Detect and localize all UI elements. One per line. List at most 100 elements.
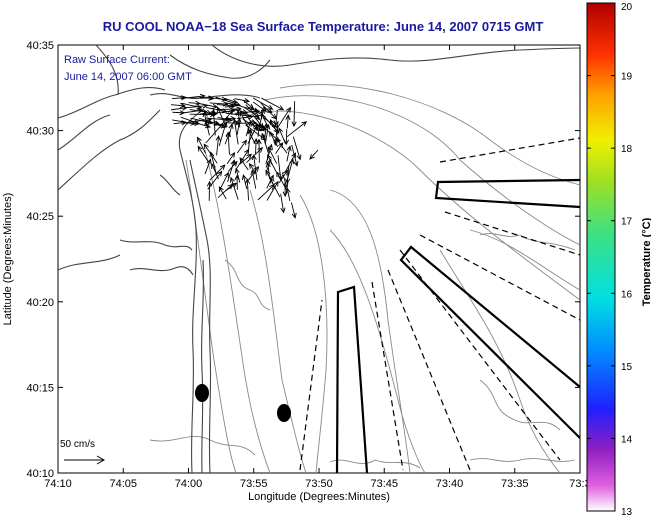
current-vector	[204, 159, 211, 175]
current-vector-head	[234, 174, 240, 181]
current-vector-head	[209, 151, 215, 158]
current-vector-head	[230, 103, 236, 110]
current-vector-head	[269, 174, 274, 181]
current-vector	[236, 140, 247, 154]
current-vector-head	[197, 108, 204, 114]
current-vector-head	[248, 114, 254, 120]
current-vector	[261, 113, 269, 127]
current-vector	[292, 136, 301, 160]
current-vector-head	[236, 117, 242, 124]
current-vector-head	[254, 108, 261, 115]
current-vector	[217, 184, 233, 198]
current-vector-head	[265, 123, 271, 130]
current-vector	[227, 160, 235, 183]
current-vector-head	[230, 116, 237, 122]
current-vector	[248, 166, 259, 181]
current-vector	[199, 96, 214, 100]
current-vector	[269, 131, 279, 147]
current-vector	[286, 115, 289, 129]
current-label: Raw Surface Current:	[64, 54, 170, 66]
current-vector	[224, 97, 237, 103]
x-tick-label: 74:10	[44, 478, 72, 490]
current-vector-head	[267, 143, 273, 150]
current-vector	[253, 122, 267, 130]
y-tick-label: 40:35	[26, 40, 54, 52]
current-vector	[255, 138, 257, 155]
current-vector	[309, 149, 319, 160]
x-axis-ticks	[57, 45, 581, 473]
current-vector	[217, 108, 241, 111]
current-vector	[263, 117, 278, 128]
current-vector	[252, 114, 264, 129]
current-vector	[205, 120, 210, 136]
current-vector	[240, 111, 249, 128]
current-vector	[209, 102, 228, 105]
current-vector	[242, 99, 254, 109]
current-vector-head	[181, 120, 188, 126]
current-vector-head	[218, 186, 224, 193]
current-vector-head	[283, 139, 289, 146]
current-vector-head	[285, 178, 291, 185]
current-vector	[189, 119, 212, 123]
current-vector	[252, 101, 267, 112]
scale-arrow	[64, 455, 106, 465]
current-vector	[235, 149, 249, 171]
current-vector-head	[247, 128, 253, 135]
current-vector-head	[282, 169, 288, 176]
y-tick-label: 40:10	[26, 468, 54, 480]
current-vector-head	[219, 164, 226, 170]
current-vector-head	[179, 102, 186, 109]
current-vector	[226, 152, 235, 165]
current-vector	[217, 117, 231, 121]
current-vector-head	[203, 143, 209, 150]
current-vector-head	[250, 169, 256, 176]
current-vector	[267, 147, 278, 164]
current-vector	[206, 117, 233, 121]
current-vector	[207, 171, 223, 190]
current-vector	[216, 136, 220, 156]
current-vector	[252, 97, 273, 110]
current-vector-head	[225, 131, 231, 138]
y-axis-label: Latitude (Degrees:Minutes)	[2, 193, 14, 326]
current-vector-head	[213, 120, 220, 126]
current-vector	[218, 186, 227, 200]
current-vector	[285, 129, 288, 145]
current-vector-head	[206, 180, 213, 187]
current-vector	[216, 104, 234, 107]
current-vector-head	[269, 119, 275, 126]
current-vector	[180, 116, 199, 124]
current-vector	[267, 154, 277, 173]
current-vector-head	[248, 103, 255, 110]
current-vector-head	[227, 183, 234, 190]
current-vector	[293, 101, 296, 127]
current-vector-head	[204, 123, 211, 129]
current-vector-head	[242, 109, 249, 115]
colorbar-tick-label: 19	[621, 72, 633, 83]
current-vector	[269, 178, 281, 198]
current-vector-head	[256, 138, 262, 145]
current-vector-head	[265, 161, 271, 168]
current-vector	[197, 137, 206, 154]
current-vector	[230, 177, 239, 200]
colorbar-ticks	[587, 2, 615, 512]
current-vector	[198, 123, 211, 128]
current-vector-head	[265, 169, 271, 176]
y-axis-ticks	[58, 44, 580, 474]
current-vector-head	[291, 212, 297, 219]
current-vector-head	[296, 154, 302, 161]
current-vector	[235, 168, 241, 183]
current-vector-head	[301, 121, 308, 127]
y-tick-label: 40:15	[26, 382, 54, 394]
current-vector-head	[244, 148, 250, 155]
x-tick-label: 73:55	[240, 478, 268, 490]
current-vector	[181, 105, 208, 109]
x-axis-label: Longitude (Degrees:Minutes)	[248, 491, 390, 503]
current-vector	[291, 144, 298, 166]
current-vector-head	[259, 108, 265, 115]
current-vector-head	[269, 177, 275, 184]
plot-area	[57, 44, 581, 474]
current-vector-head	[202, 111, 208, 118]
current-vector	[181, 102, 202, 109]
current-vector-head	[267, 154, 272, 161]
coastline	[58, 45, 580, 473]
